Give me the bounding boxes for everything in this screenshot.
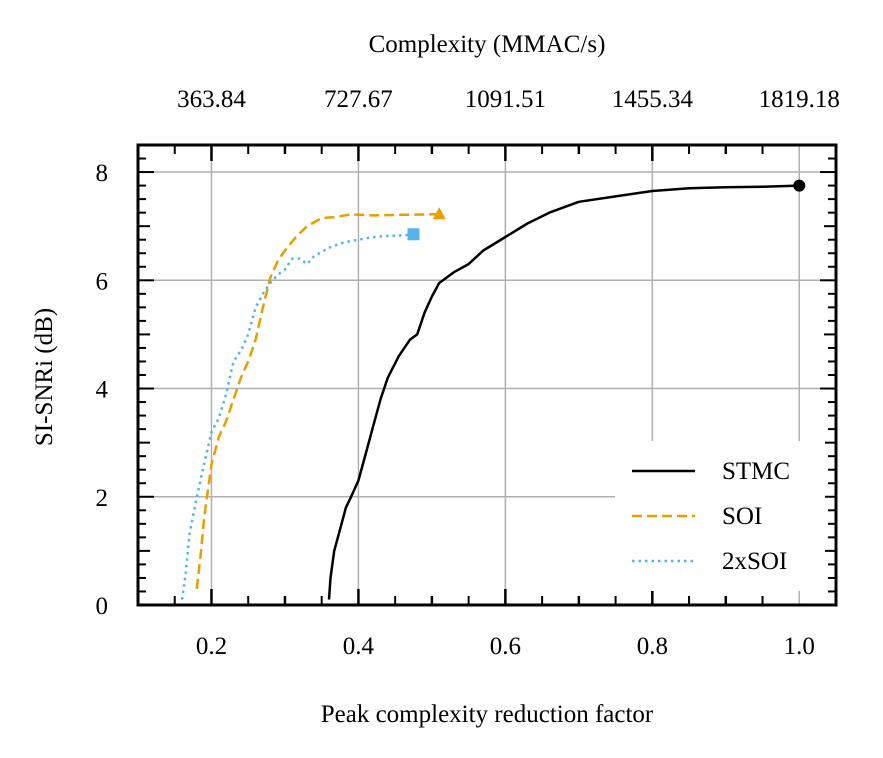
tick-layer [136,144,837,606]
y-tick-label: 0 [96,593,109,620]
top-tick-label: 1091.51 [465,86,546,113]
label-layer: 0.2 0.4 0.6 0.8 1.0 363.84 727.67 1091.51 1455.3… [96,86,840,660]
top-tick-label: 1455.34 [612,86,694,113]
y-axis-title: SI-SNRi (dB) [31,308,58,446]
series-marker-soi [432,207,446,220]
top-axis-title: Complexity (MMAC/s) [369,31,606,58]
series-marker-stmc [793,179,806,192]
legend-background [615,441,825,591]
x-tick-label: 0.6 [490,633,521,660]
y-tick-label: 4 [96,377,109,404]
series-line-2xsoi [180,233,414,600]
y-tick-label: 8 [96,160,109,187]
x-tick-label: 0.2 [196,633,227,660]
series-line-stmc [327,184,800,600]
legend-label-2xsoi: 2xSOI [722,548,787,575]
x-tick-label: 0.4 [343,633,375,660]
series-marker-2xsoi [407,228,420,241]
legend: STMC SOI 2xSOI [615,441,825,591]
series-line-soi [195,213,440,589]
x-tick-label: 0.8 [637,633,668,660]
legend-label-stmc: STMC [722,458,790,485]
legend-label-soi: SOI [722,503,762,530]
x-tick-label: 1.0 [784,633,815,660]
y-tick-label: 2 [96,485,109,512]
top-tick-label: 727.67 [324,86,393,113]
series-layer [180,179,806,600]
y-tick-label: 6 [96,268,109,295]
top-tick-label: 1819.18 [759,86,840,113]
top-tick-label: 363.84 [177,86,246,113]
x-axis-title: Peak complexity reduction factor [321,701,654,728]
